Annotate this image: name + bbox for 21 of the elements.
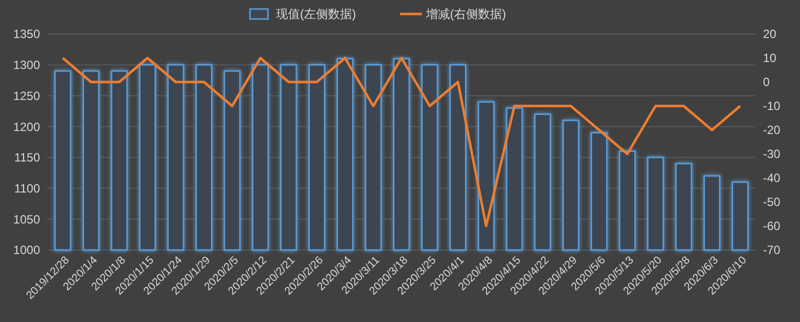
y-tick-label: 1150 xyxy=(14,150,40,165)
y-tick-label: 1200 xyxy=(13,120,40,134)
y2-tick-label: -70 xyxy=(763,243,781,258)
legend-label: 增减(右侧数据) xyxy=(425,7,506,22)
legend-label: 现值(左侧数据) xyxy=(276,7,356,22)
y2-tick-label: 0 xyxy=(763,75,770,90)
y2-tick-label: -20 xyxy=(763,123,781,138)
y-tick-label: 1350 xyxy=(13,27,40,42)
y2-tick-label: 20 xyxy=(763,27,777,42)
y2-tick-label: -10 xyxy=(763,99,781,114)
y2-tick-label: -50 xyxy=(763,195,781,210)
y-tick-label: 1100 xyxy=(14,181,40,196)
y2-tick-label: -60 xyxy=(763,219,781,234)
y2-tick-label: 10 xyxy=(763,51,777,66)
y-tick-label: 1250 xyxy=(13,88,40,103)
line-series xyxy=(62,56,742,228)
y-tick-label: 1000 xyxy=(13,243,40,258)
y-tick-label: 1300 xyxy=(13,58,40,72)
y-tick-label: 1050 xyxy=(13,212,40,226)
y2-tick-label: -40 xyxy=(763,171,781,186)
y2-tick-label: -30 xyxy=(763,147,781,162)
